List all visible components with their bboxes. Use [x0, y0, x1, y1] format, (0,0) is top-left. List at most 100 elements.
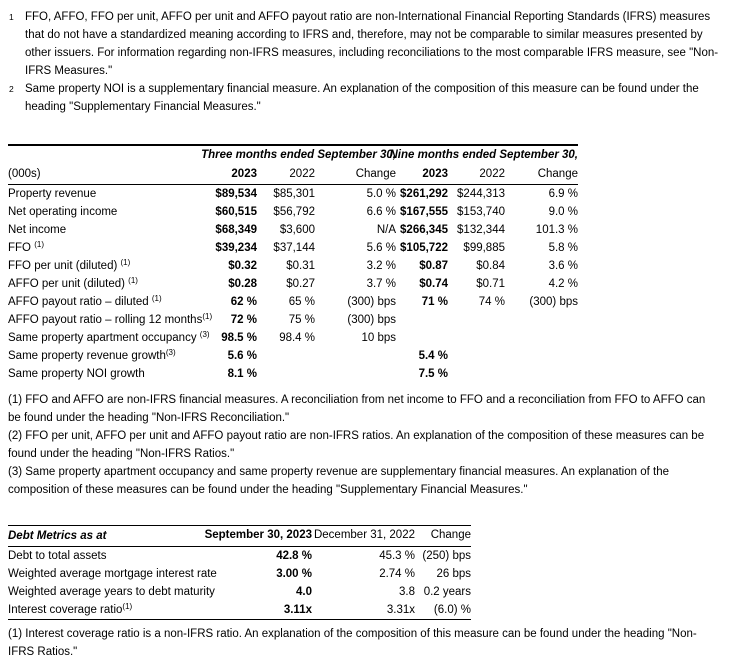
row-label-text: Weighted average mortgage interest rate: [8, 568, 217, 580]
value-cell: [448, 311, 505, 329]
value-cell: (300) bps: [347, 296, 396, 308]
table-row: Same property revenue growth(3) 5.6 % 5.…: [8, 347, 578, 365]
value-cell: 4.0: [296, 586, 312, 598]
value-cell: 3.8: [399, 586, 415, 598]
table-row: Interest coverage ratio(1) 3.11x 3.31x (…: [8, 601, 471, 620]
empty-header-cell: [8, 145, 212, 165]
row-label-text: AFFO per unit (diluted): [8, 278, 129, 290]
row-label-text: Weighted average years to debt maturity: [8, 586, 215, 598]
table-row: Weighted average mortgage interest rate …: [8, 565, 471, 583]
value-cell: $0.31: [286, 260, 315, 272]
debt-header-row: Debt Metrics as at September 30, 2023 De…: [8, 525, 471, 547]
row-label: Weighted average mortgage interest rate: [8, 565, 217, 583]
value-cell: [505, 347, 578, 365]
value-cell: 10 bps: [361, 332, 396, 344]
value-cell: 3.2 %: [366, 260, 396, 272]
value-cell: 74 %: [478, 296, 505, 308]
value-cell: 62 %: [230, 296, 257, 308]
row-label-text: AFFO payout ratio – diluted: [8, 296, 152, 308]
footnote-marker: 2: [9, 84, 14, 94]
value-cell: $0.28: [228, 278, 257, 290]
value-cell: $37,144: [273, 242, 315, 254]
row-label-text: Same property NOI growth: [8, 368, 145, 380]
value-cell: (250) bps: [422, 550, 471, 562]
period-header-row: Three months ended September 30, Nine mo…: [8, 145, 578, 165]
row-label-sup: (3): [165, 348, 176, 357]
col-header-2023: 2023: [212, 165, 257, 185]
value-cell: 3.7 %: [366, 278, 396, 290]
footnote-2: (2) FFO per unit, AFFO per unit and AFFO…: [8, 430, 705, 460]
value-cell: 5.8 %: [548, 242, 578, 254]
units-label: (000s): [8, 165, 212, 185]
financial-results-table: Three months ended September 30, Nine mo…: [8, 144, 578, 383]
row-label: FFO per unit (diluted) (1): [8, 257, 212, 275]
value-cell: $56,792: [273, 206, 315, 218]
value-cell: $167,555: [400, 206, 448, 218]
value-cell: 3.31x: [386, 604, 415, 616]
col-header-change: Change: [415, 525, 471, 547]
table-row: FFO per unit (diluted) (1) $0.32 $0.31 3…: [8, 257, 578, 275]
value-cell: 9.0 %: [548, 206, 578, 218]
value-cell: [448, 329, 505, 347]
col-header-change: Change: [315, 165, 396, 185]
row-label-sup: (1): [122, 602, 133, 611]
value-cell: [315, 365, 396, 383]
column-header-row: (000s) 2023 2022 Change 2023 2022 Change: [8, 165, 578, 185]
table-row: Debt to total assets 42.8 % 45.3 % (250)…: [8, 547, 471, 566]
row-label: Net operating income: [8, 203, 212, 221]
row-label-sup: (1): [120, 258, 131, 267]
debt-metrics-table: Debt Metrics as at September 30, 2023 De…: [8, 525, 471, 620]
intro-footnotes: 1 FFO, AFFO, FFO per unit, AFFO per unit…: [8, 8, 721, 116]
value-cell: 7.5 %: [418, 368, 448, 380]
value-cell: $266,345: [400, 224, 448, 236]
debt-table-title: Debt Metrics as at: [8, 525, 212, 547]
row-label-sup: (1): [151, 294, 162, 303]
value-cell: [448, 365, 505, 383]
footnote-3: (3) Same property apartment occupancy an…: [8, 466, 669, 496]
table-row: AFFO payout ratio – diluted (1) 62 % 65 …: [8, 293, 578, 311]
value-cell: [505, 365, 578, 383]
row-label-sup: (3): [199, 330, 210, 339]
col-header-label: September 30, 2023: [204, 529, 312, 541]
value-cell: [505, 329, 578, 347]
value-cell: 3.00 %: [276, 568, 312, 580]
value-cell: 2.74 %: [379, 568, 415, 580]
value-cell: 5.4 %: [418, 350, 448, 362]
value-cell: $244,313: [457, 188, 505, 200]
table-row: Property revenue $89,534 $85,301 5.0 % $…: [8, 185, 578, 204]
row-label-sup: (1): [128, 276, 138, 285]
three-months-period-header: Three months ended September 30,: [201, 145, 396, 165]
value-cell: 45.3 %: [379, 550, 415, 562]
row-label-text: Debt to total assets: [8, 550, 107, 562]
value-cell: [505, 311, 578, 329]
value-cell: $105,722: [400, 242, 448, 254]
period-header-label: Three months ended September 30,: [201, 149, 396, 161]
value-cell: $39,234: [215, 242, 257, 254]
row-label-text: AFFO payout ratio – rolling 12 months: [8, 314, 203, 326]
results-table-footnotes: (1) FFO and AFFO are non-IFRS financial …: [8, 391, 721, 499]
col-header-dec-31-2022: December 31, 2022: [312, 525, 415, 547]
value-cell: $0.74: [419, 278, 448, 290]
row-label: Interest coverage ratio(1): [8, 601, 212, 620]
table-row: Net income $68,349 $3,600 N/A $266,345 $…: [8, 221, 578, 239]
intro-footnote-2: 2 Same property NOI is a supplementary f…: [8, 80, 721, 116]
value-cell: 5.0 %: [366, 188, 396, 200]
value-cell: 8.1 %: [227, 368, 257, 380]
row-label: AFFO payout ratio – diluted (1): [8, 293, 212, 311]
value-cell: 72 %: [230, 314, 257, 326]
value-cell: [448, 347, 505, 365]
debt-table-footnote: (1) Interest coverage ratio is a non-IFR…: [8, 628, 697, 658]
value-cell: $3,600: [279, 224, 315, 236]
row-label-text: Net income: [8, 224, 67, 236]
row-label-text: Same property revenue growth: [8, 350, 166, 362]
value-cell: 6.9 %: [548, 188, 578, 200]
value-cell: 26 bps: [436, 568, 471, 580]
row-label: Net income: [8, 221, 212, 239]
row-label: Same property apartment occupancy (3): [8, 329, 212, 347]
row-label-text: Property revenue: [8, 188, 97, 200]
row-label-text: Same property apartment occupancy: [8, 332, 200, 344]
value-cell: $60,515: [215, 206, 257, 218]
table-row: FFO (1) $39,234 $37,144 5.6 % $105,722 $…: [8, 239, 578, 257]
value-cell: [257, 347, 315, 365]
value-cell: 5.6 %: [227, 350, 257, 362]
